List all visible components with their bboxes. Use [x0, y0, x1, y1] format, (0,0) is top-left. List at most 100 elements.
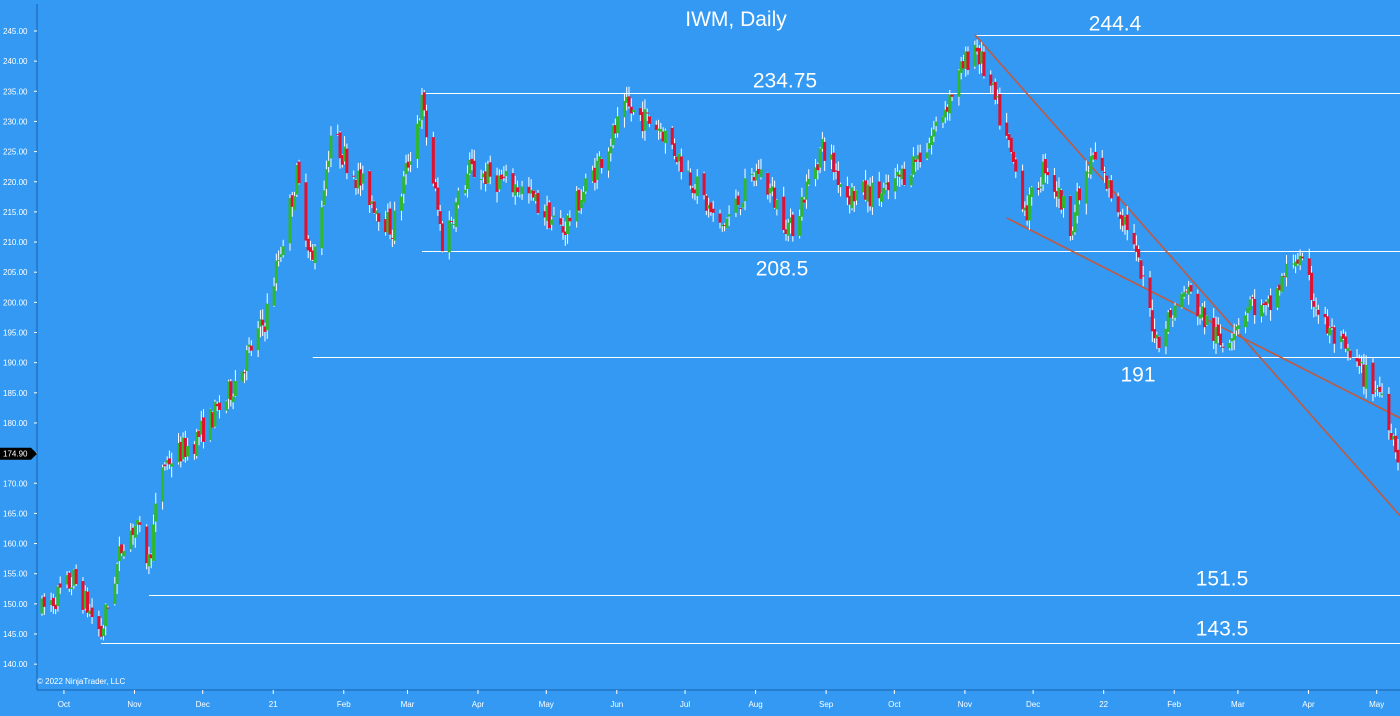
candle[interactable] [754, 163, 758, 186]
candle[interactable] [818, 147, 822, 174]
candle[interactable] [518, 192, 522, 198]
candle[interactable] [1389, 423, 1393, 440]
candle[interactable] [202, 409, 206, 449]
candle[interactable] [324, 160, 328, 197]
candle[interactable] [1371, 357, 1375, 402]
candle[interactable] [199, 410, 203, 442]
candle[interactable] [550, 216, 554, 231]
candle[interactable] [782, 186, 786, 233]
candle[interactable] [1278, 284, 1282, 296]
candle[interactable] [1005, 112, 1009, 139]
candle[interactable] [718, 209, 722, 229]
candle[interactable] [918, 144, 922, 168]
candle[interactable] [1187, 281, 1191, 305]
candle[interactable] [101, 624, 105, 641]
channel-line[interactable] [974, 34, 1400, 559]
candle[interactable] [679, 148, 683, 180]
candle[interactable] [738, 207, 742, 216]
candle[interactable] [975, 39, 979, 55]
candle[interactable] [1234, 324, 1238, 336]
candle[interactable] [909, 174, 913, 188]
candle[interactable] [1030, 186, 1034, 206]
candle[interactable] [388, 201, 392, 240]
candle[interactable] [1116, 192, 1120, 217]
candle[interactable] [511, 168, 515, 198]
candle[interactable] [1339, 330, 1343, 349]
candle[interactable] [1021, 164, 1025, 213]
candle[interactable] [577, 187, 581, 213]
candle[interactable] [1100, 149, 1104, 171]
candle[interactable] [1055, 181, 1059, 208]
candle[interactable] [88, 603, 92, 617]
candle[interactable] [65, 571, 69, 589]
candle[interactable] [993, 78, 997, 105]
candle[interactable] [804, 174, 808, 209]
candle[interactable] [1212, 308, 1216, 350]
candle[interactable] [1332, 325, 1336, 353]
candle[interactable] [584, 173, 588, 194]
candle[interactable] [211, 411, 215, 428]
candle[interactable] [177, 433, 181, 465]
candle[interactable] [775, 198, 779, 216]
candle[interactable] [1275, 286, 1279, 311]
candle[interactable] [133, 525, 137, 548]
candle[interactable] [900, 165, 904, 185]
candle[interactable] [1341, 329, 1345, 340]
candle[interactable] [1184, 289, 1188, 294]
candle[interactable] [616, 107, 620, 138]
candle[interactable] [1360, 355, 1364, 373]
candle[interactable] [641, 101, 645, 139]
candle[interactable] [1189, 283, 1193, 294]
candle[interactable] [390, 229, 394, 248]
candle[interactable] [893, 167, 897, 200]
candle[interactable] [97, 610, 101, 637]
candle[interactable] [420, 88, 424, 130]
candle[interactable] [495, 167, 499, 203]
candle[interactable] [149, 553, 153, 569]
candle[interactable] [1025, 195, 1029, 226]
candle[interactable] [1039, 177, 1043, 193]
candle[interactable] [1164, 321, 1168, 355]
candle[interactable] [770, 176, 774, 197]
candle[interactable] [1232, 323, 1236, 350]
candle[interactable] [563, 221, 567, 246]
candle[interactable] [593, 158, 597, 191]
candle[interactable] [836, 161, 840, 193]
candle[interactable] [609, 138, 613, 162]
candle[interactable] [465, 165, 469, 198]
candle[interactable] [736, 191, 740, 206]
candle[interactable] [1216, 317, 1220, 343]
candle[interactable] [1123, 215, 1127, 235]
candle[interactable] [1155, 331, 1159, 349]
candle[interactable] [1269, 288, 1273, 321]
candle[interactable] [1362, 353, 1366, 395]
candle[interactable] [320, 200, 324, 256]
candle[interactable] [129, 523, 133, 552]
candle[interactable] [161, 464, 165, 510]
candle[interactable] [83, 585, 87, 611]
candle[interactable] [281, 239, 285, 258]
candle[interactable] [1264, 299, 1268, 316]
candle[interactable] [450, 216, 454, 224]
candle[interactable] [279, 246, 283, 262]
candle[interactable] [675, 156, 679, 165]
candle[interactable] [90, 598, 94, 624]
candle[interactable] [456, 187, 460, 209]
candle[interactable] [418, 118, 422, 128]
candle[interactable] [1118, 211, 1122, 230]
candle[interactable] [725, 217, 729, 229]
candle[interactable] [422, 90, 426, 117]
candle[interactable] [654, 120, 658, 131]
candle[interactable] [1107, 178, 1111, 198]
candle[interactable] [941, 116, 945, 129]
candle[interactable] [370, 195, 374, 209]
candle[interactable] [870, 175, 874, 215]
candle[interactable] [829, 144, 833, 170]
candle[interactable] [213, 399, 217, 429]
candle[interactable] [513, 175, 517, 205]
candle[interactable] [1253, 289, 1257, 324]
candle[interactable] [607, 147, 611, 178]
candle[interactable] [946, 104, 950, 121]
candle[interactable] [531, 189, 535, 201]
